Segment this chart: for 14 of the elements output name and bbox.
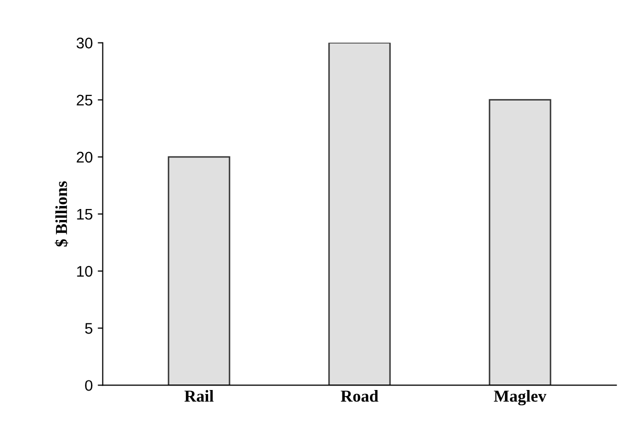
y-tick-label: 15 [77, 209, 92, 220]
x-tick-label: Rail [184, 390, 214, 402]
y-tick-label: 30 [76, 38, 92, 48]
y-tick-label: 25 [76, 94, 92, 106]
bar [168, 156, 230, 386]
bar [488, 99, 552, 386]
y-tick-label: 20 [76, 152, 92, 163]
y-tick-label: 5 [85, 323, 92, 334]
x-tick-label: Maglev [494, 390, 546, 406]
y-tick-label: 10 [77, 266, 92, 277]
x-tick-label: Road [340, 390, 378, 402]
y-tick-label: 0 [85, 380, 92, 391]
y-axis-title: $ Billions [54, 181, 68, 247]
bar [328, 42, 391, 386]
